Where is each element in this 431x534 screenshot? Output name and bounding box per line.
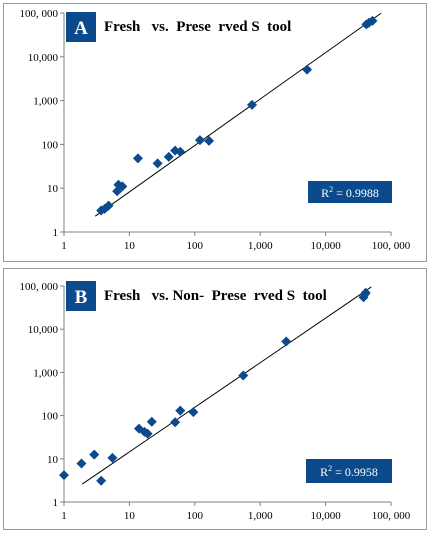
data-point: [367, 15, 378, 26]
panel-badge: [66, 281, 96, 311]
data-point: [204, 135, 215, 146]
y-tick-label: 100, 000: [20, 8, 59, 20]
chart-title: Fresh vs. Prese rved S tool: [104, 19, 291, 35]
x-tick-label: 1: [61, 510, 67, 522]
data-point: [188, 407, 199, 418]
data-point: [281, 336, 292, 347]
x-tick-label: 100: [187, 510, 204, 522]
y-tick-label: 10,000: [28, 324, 59, 336]
data-point: [247, 99, 258, 110]
y-tick-label: 100: [42, 139, 59, 151]
data-point: [152, 158, 163, 169]
chart-panel-b: 1 10 100 1,000 10,000 100, 000 1 10 100 1,000 10,0…: [3, 268, 427, 530]
r2-label: R2 = 0.9958: [320, 464, 378, 479]
y-tick-label: 100: [42, 411, 59, 423]
x-tick-label: 10,000: [310, 240, 341, 252]
x-tick-label: 10: [124, 240, 136, 252]
data-point: [76, 458, 87, 469]
x-tick-label: 100, 000: [372, 240, 411, 252]
data-point: [238, 370, 249, 381]
chart-b-svg: 1 10 100 1,000 10,000 100, 000 1 10 100 1,000 10,0…: [20, 281, 411, 522]
y-tick-label: 10: [47, 454, 59, 466]
data-point: [146, 416, 157, 427]
x-tick-label: 1: [61, 240, 67, 252]
data-point: [175, 405, 186, 416]
x-tick-label: 100: [187, 240, 204, 252]
trendline: [94, 12, 382, 217]
r2-box: [308, 181, 392, 203]
panel-badge: [66, 12, 96, 42]
data-point: [59, 470, 69, 481]
panel-badge-label: A: [74, 18, 88, 39]
data-point: [96, 475, 107, 486]
y-tick-label: 10: [47, 183, 59, 195]
data-point: [302, 64, 313, 75]
chart-a-svg: 1 10 100 1,000 10,000 100, 000 1 10 100 1,000 10,0…: [20, 8, 411, 252]
data-point: [194, 135, 205, 146]
data-point: [360, 287, 371, 298]
data-point: [170, 417, 181, 428]
x-tick-label: 100, 000: [372, 510, 411, 522]
data-point: [132, 153, 143, 164]
data-point: [89, 449, 100, 460]
y-tick-label: 1,000: [33, 96, 58, 108]
y-tick-label: 1: [53, 227, 59, 239]
chart-title: Fresh vs. Non- Prese rved S tool: [104, 288, 327, 304]
y-tick-label: 1,000: [33, 367, 58, 379]
data-point: [142, 428, 153, 439]
r2-label: R2 = 0.9988: [321, 185, 379, 200]
x-tick-label: 1,000: [248, 510, 273, 522]
data-point: [175, 146, 186, 157]
data-point: [163, 151, 174, 162]
data-point: [107, 452, 118, 463]
x-tick-label: 10,000: [310, 510, 341, 522]
data-point: [117, 181, 128, 192]
x-tick-label: 1,000: [248, 240, 273, 252]
panel-badge-label: B: [75, 287, 88, 308]
x-tick-label: 10: [124, 510, 136, 522]
y-tick-label: 100, 000: [20, 281, 59, 293]
chart-panel-a: 1 10 100 1,000 10,000 100, 000 1 10 100 1,000 10,0…: [3, 3, 427, 262]
r2-box: [306, 459, 392, 483]
y-tick-label: 10,000: [28, 52, 59, 64]
trendline: [81, 286, 372, 485]
y-tick-label: 1: [53, 497, 59, 509]
data-point: [103, 200, 114, 211]
data-point: [112, 186, 123, 197]
